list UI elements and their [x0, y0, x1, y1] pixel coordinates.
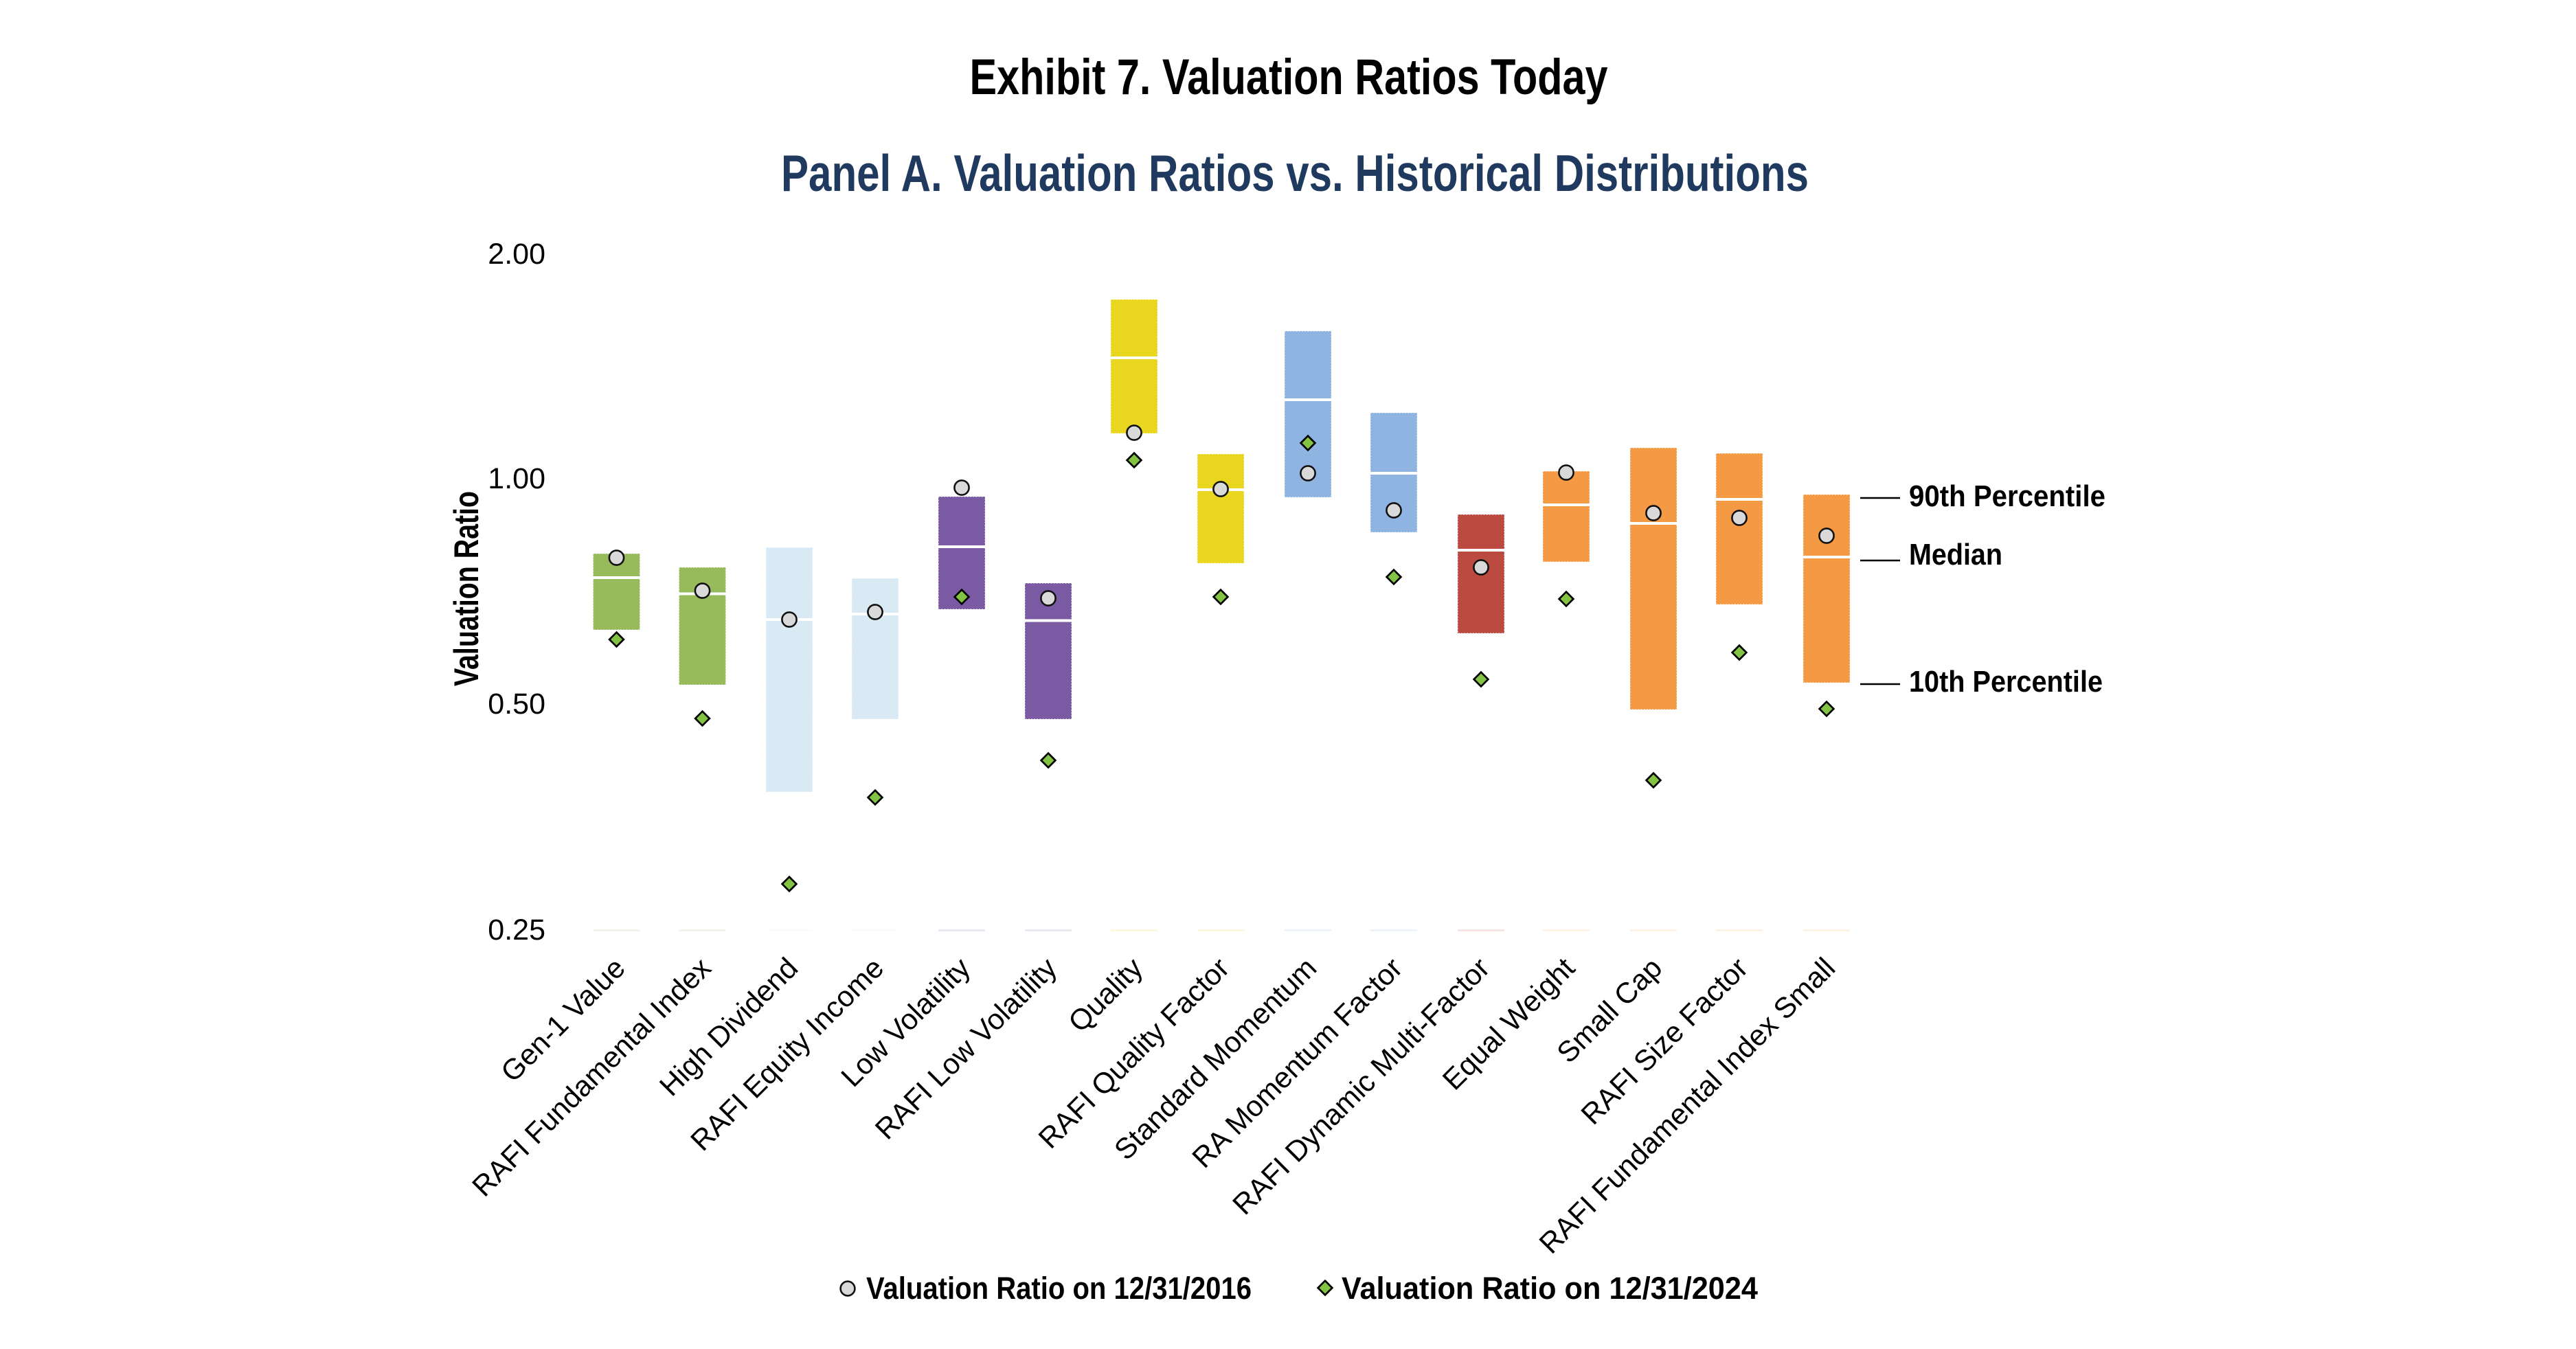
svg-text:Valuation Ratio: Valuation Ratio — [447, 491, 486, 686]
svg-text:10th Percentile: 10th Percentile — [1909, 665, 2103, 699]
svg-text:2.00: 2.00 — [488, 238, 545, 271]
svg-text:Exhibit 7. Valuation Ratios To: Exhibit 7. Valuation Ratios Today — [970, 49, 1608, 105]
svg-text:0.25: 0.25 — [488, 914, 545, 946]
svg-text:0.50: 0.50 — [488, 688, 545, 721]
svg-text:90th Percentile: 90th Percentile — [1909, 479, 2105, 513]
svg-text:Valuation Ratio on 12/31/2024: Valuation Ratio on 12/31/2024 — [1342, 1271, 1758, 1306]
svg-text:1.00: 1.00 — [488, 462, 545, 495]
svg-text:Panel A. Valuation Ratios vs.: Panel A. Valuation Ratios vs. Historical… — [781, 144, 1809, 202]
svg-text:Valuation Ratio on 12/31/2016: Valuation Ratio on 12/31/2016 — [866, 1271, 1252, 1306]
svg-text:Median: Median — [1909, 538, 2002, 571]
